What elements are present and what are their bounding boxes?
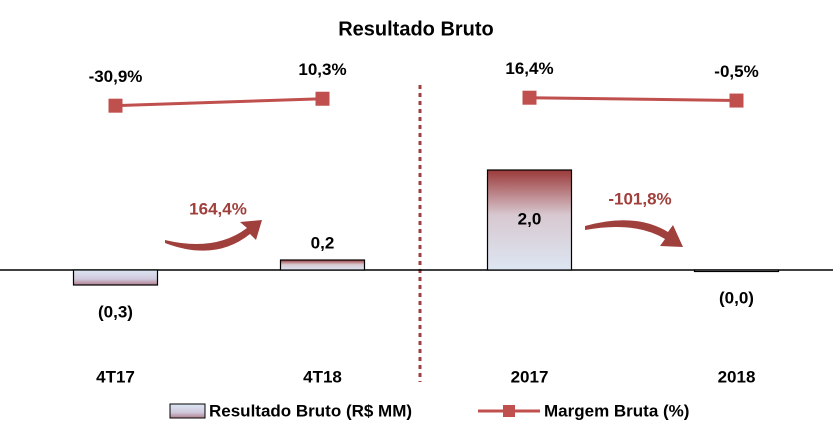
legend-swatch [503,405,515,417]
bar [486,169,573,271]
arrow-down [585,220,683,247]
line [115,97,323,108]
x-tick-label: 4T18 [303,367,342,386]
bar [693,269,780,273]
value-label: -30,9% [89,67,143,86]
value-label: -0,5% [714,62,758,81]
value-label: 0,2 [311,233,335,252]
marker [108,98,123,113]
marker [522,90,537,105]
legend-label: Margem Bruta (%) [544,401,689,420]
value-label: 2,0 [518,209,542,228]
marker [315,91,330,106]
line [529,96,737,103]
x-tick-label: 2017 [511,367,549,386]
legend-label: Resultado Bruto (R$ MM) [209,401,412,420]
value-label: (0,0) [719,288,754,307]
annotation: 164,4% [189,199,247,218]
chart-title: Resultado Bruto [338,18,494,40]
bar [72,269,159,286]
value-label: 16,4% [505,59,553,78]
legend-swatch [169,403,206,419]
value-label: 10,3% [298,60,346,79]
x-tick-label: 4T17 [96,367,135,386]
bar [279,259,366,271]
value-label: (0,3) [98,302,133,321]
arrow-up [165,220,262,251]
annotation: -101,8% [608,189,671,208]
marker [729,93,744,108]
x-tick-label: 2018 [718,367,756,386]
